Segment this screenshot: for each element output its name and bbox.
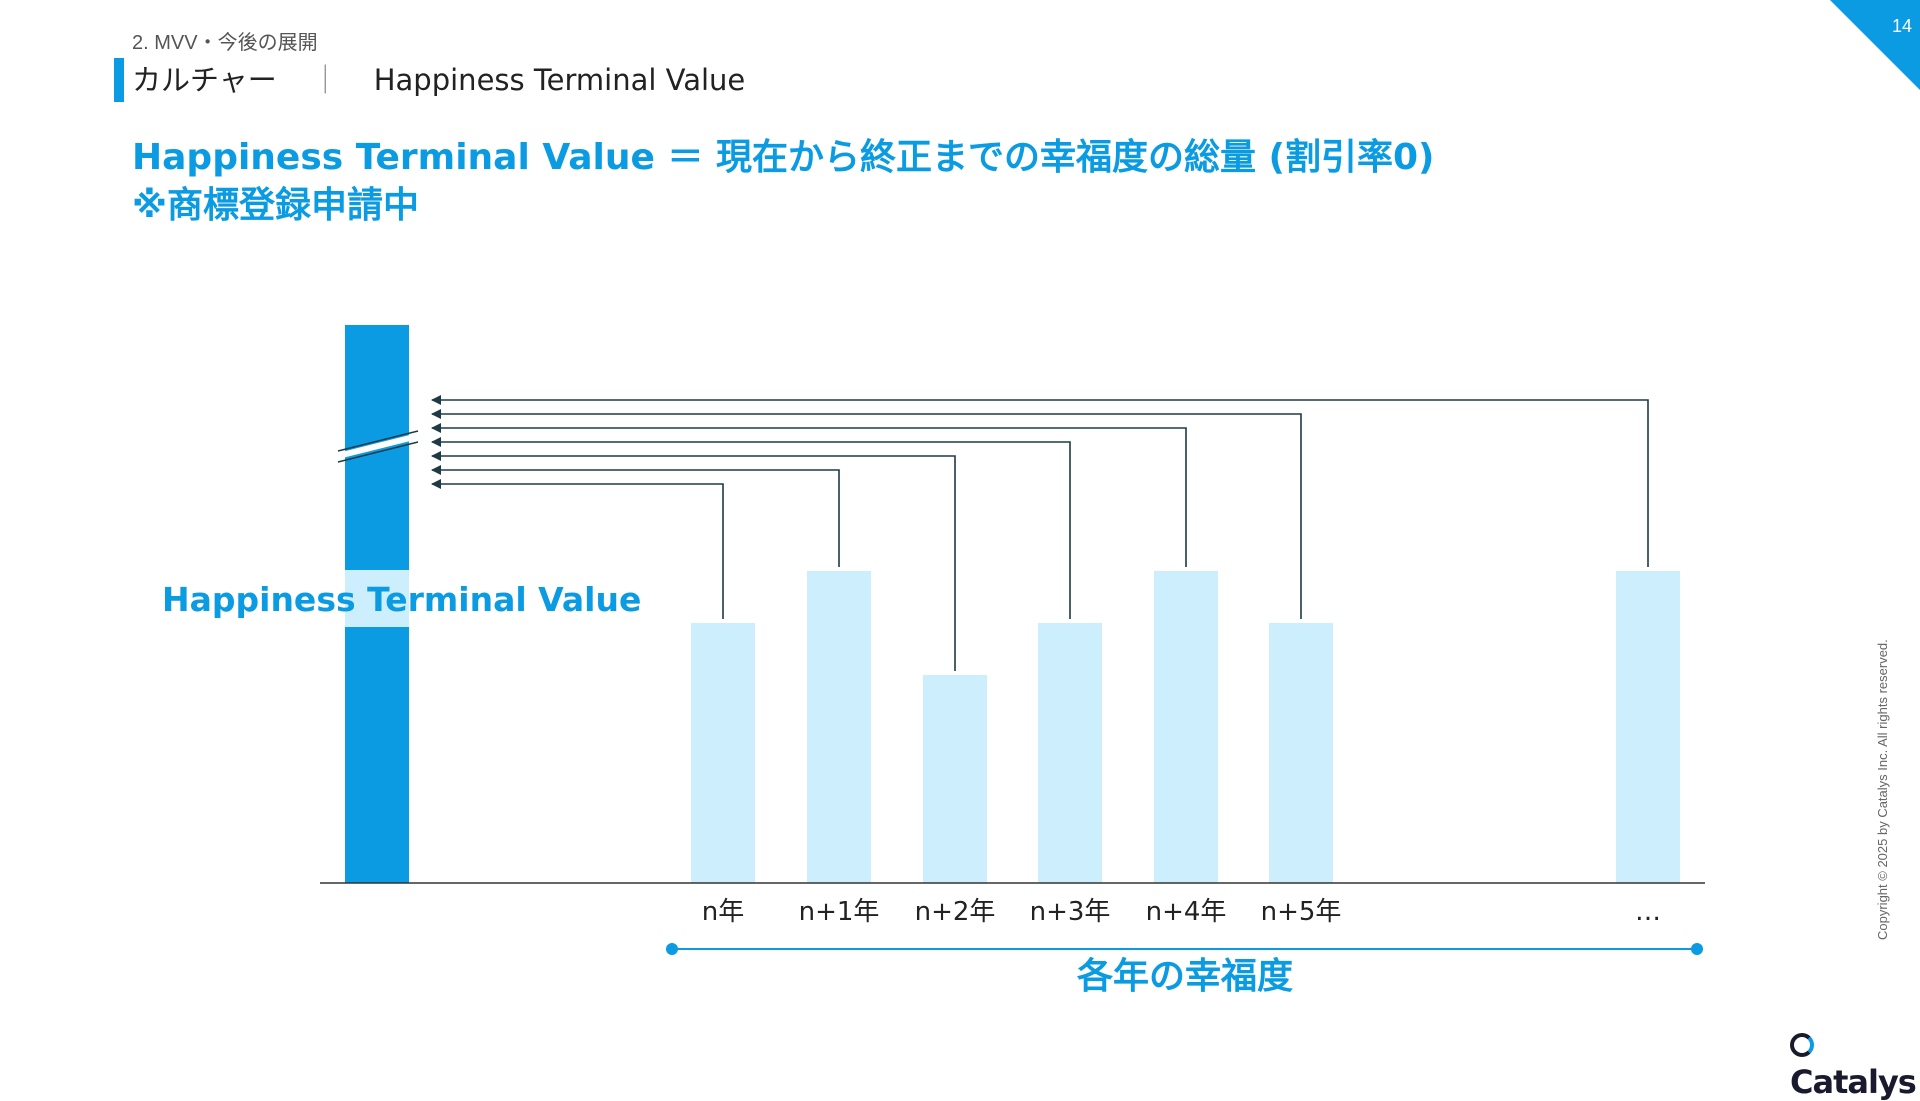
slide-title: カルチャー ｜ Happiness Terminal Value <box>132 58 745 102</box>
arrow-connector-6 <box>431 409 1302 619</box>
category-label-5: n+4年 <box>1146 897 1227 927</box>
arrow-connector-5 <box>431 423 1187 567</box>
category-label-6: n+5年 <box>1261 897 1342 927</box>
title-accent-bar <box>114 58 124 102</box>
bar-3 <box>923 675 987 883</box>
bar-6 <box>1269 623 1333 883</box>
logo-text: Catalys <box>1790 1063 1917 1101</box>
bar-5 <box>1154 571 1218 883</box>
arrow-connector-3 <box>431 451 956 671</box>
catalys-logo: Catalys <box>1790 1025 1920 1101</box>
logo-c-icon <box>1790 1033 1814 1057</box>
arrow-connector-2 <box>431 465 840 567</box>
x-axis-title: 各年の幸福度 <box>1077 956 1293 997</box>
axis-break-line-bottom <box>337 441 419 463</box>
bar-4 <box>1038 623 1102 883</box>
bar-2 <box>807 571 871 883</box>
bar-1 <box>691 623 755 883</box>
category-label-2: n+1年 <box>799 897 880 927</box>
arrow-connector-1 <box>431 479 724 619</box>
headline: Happiness Terminal Value ＝ 現在から終正までの幸福度の… <box>132 134 1434 230</box>
category-label-1: n年 <box>702 897 744 927</box>
copyright-text: Copyright © 2025 by Catalys Inc. All rig… <box>1875 639 1890 940</box>
arrow-connector-4 <box>431 437 1071 619</box>
range-bracket-start-dot <box>666 943 678 955</box>
category-label-4: n+3年 <box>1030 897 1111 927</box>
headline-line-2: ※商標登録申請中 <box>132 185 419 226</box>
title-separator: ｜ <box>310 63 340 97</box>
headline-line-1: Happiness Terminal Value ＝ 現在から終正までの幸福度の… <box>132 137 1435 178</box>
total-bar-label-highlight <box>345 570 409 627</box>
section-label: 2. MVV・今後の展開 <box>132 32 318 54</box>
category-label-7: … <box>1635 897 1661 927</box>
axis-break-gap <box>337 433 419 459</box>
arrow-connector-7 <box>431 395 1649 567</box>
slide-title-text: カルチャー <box>132 63 277 97</box>
total-bar-label: Happiness Terminal Value <box>162 580 641 619</box>
category-label-3: n+2年 <box>915 897 996 927</box>
page-corner-triangle <box>1830 0 1920 90</box>
page-number: 14 <box>1891 16 1912 36</box>
slide-subtitle: Happiness Terminal Value <box>373 63 746 97</box>
range-bracket-end-dot <box>1691 943 1703 955</box>
axis-break-line-top <box>337 430 419 452</box>
bar-7 <box>1616 571 1680 883</box>
